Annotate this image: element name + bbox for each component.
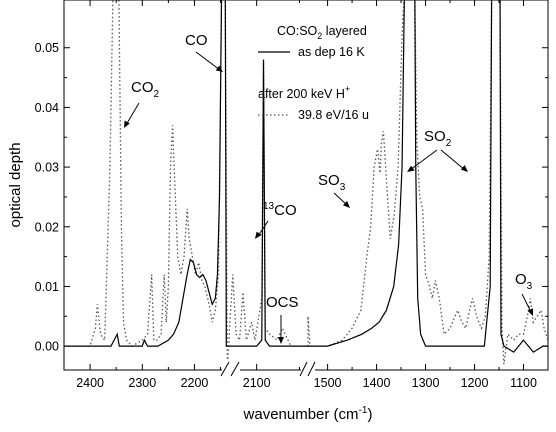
annotation-so2-arrow-left <box>409 149 438 171</box>
x-tick-label: 1400 <box>363 376 391 390</box>
annotation-so2-arrowhead-right <box>460 165 468 172</box>
x-axis-label: wavenumber (cm-1) <box>243 405 373 423</box>
annotation-so3: SO3 <box>318 172 346 193</box>
y-axis-ticks: 0.00 0.01 0.02 0.03 0.04 0.05 <box>35 41 548 354</box>
series-layer <box>64 0 548 370</box>
annotation-co2-arrowhead <box>124 120 130 128</box>
annotation-ocs-arrowhead <box>278 337 284 344</box>
x-tick-label: 2200 <box>181 376 209 390</box>
axis-break-2 <box>299 361 316 379</box>
annotation-so2-arrowhead-left <box>407 165 415 172</box>
y-tick-label: 0.03 <box>35 161 59 175</box>
x-tick-label: 2400 <box>76 376 104 390</box>
annotation-co-arrow <box>195 51 221 71</box>
legend-dotted-label: 39.8 eV/16 u <box>298 108 369 122</box>
x-tick-label: 1500 <box>314 376 342 390</box>
annotation-co2: CO2 <box>131 79 160 100</box>
legend: CO:SO2 layered as dep 16 K after 200 keV… <box>258 24 369 122</box>
annotation-so2: SO2 <box>424 128 452 149</box>
y-tick-label: 0.04 <box>35 101 59 115</box>
x-axis-ticks: 2400 2300 2200 2100 1500 1400 1300 1200 1100 <box>76 0 537 390</box>
y-tick-label: 0.05 <box>35 41 59 55</box>
annotation-so3-arrow <box>333 192 348 206</box>
annotation-o3-arrowhead <box>527 308 533 316</box>
legend-title: CO:SO2 layered <box>277 24 367 41</box>
y-tick-label: 0.02 <box>35 220 59 234</box>
axis-break-1 <box>220 361 240 379</box>
annotation-so3-arrowhead <box>343 200 350 208</box>
annotation-co2-arrow <box>125 102 140 126</box>
x-tick-label: 2300 <box>128 376 156 390</box>
x-tick-label: 2100 <box>243 376 271 390</box>
y-tick-label: 0.01 <box>35 280 59 294</box>
annotation-13co-arrow <box>257 220 269 237</box>
y-axis-label: optical depth <box>7 142 24 227</box>
annotation-o3: O3 <box>515 271 533 292</box>
annotations: CO2 CO 13CO OCS SO3 SO2 O3 <box>124 32 533 344</box>
x-tick-label: 1300 <box>412 376 440 390</box>
legend-subtitle: after 200 keV H+ <box>258 84 350 101</box>
annotation-13co-arrowhead <box>255 231 262 239</box>
y-tick-label: 0.00 <box>35 340 59 354</box>
annotation-co-arrowhead <box>215 65 223 72</box>
annotation-13co: 13CO <box>263 201 297 219</box>
annotation-o3-arrow <box>521 293 532 313</box>
annotation-so2-arrow-right <box>440 149 466 171</box>
annotation-ocs: OCS <box>266 294 299 311</box>
series-line-solid <box>64 0 548 353</box>
annotation-co: CO <box>185 32 208 49</box>
x-tick-label: 1100 <box>510 376 537 390</box>
legend-solid-label: as dep 16 K <box>298 45 365 59</box>
x-tick-label: 1200 <box>461 376 489 390</box>
